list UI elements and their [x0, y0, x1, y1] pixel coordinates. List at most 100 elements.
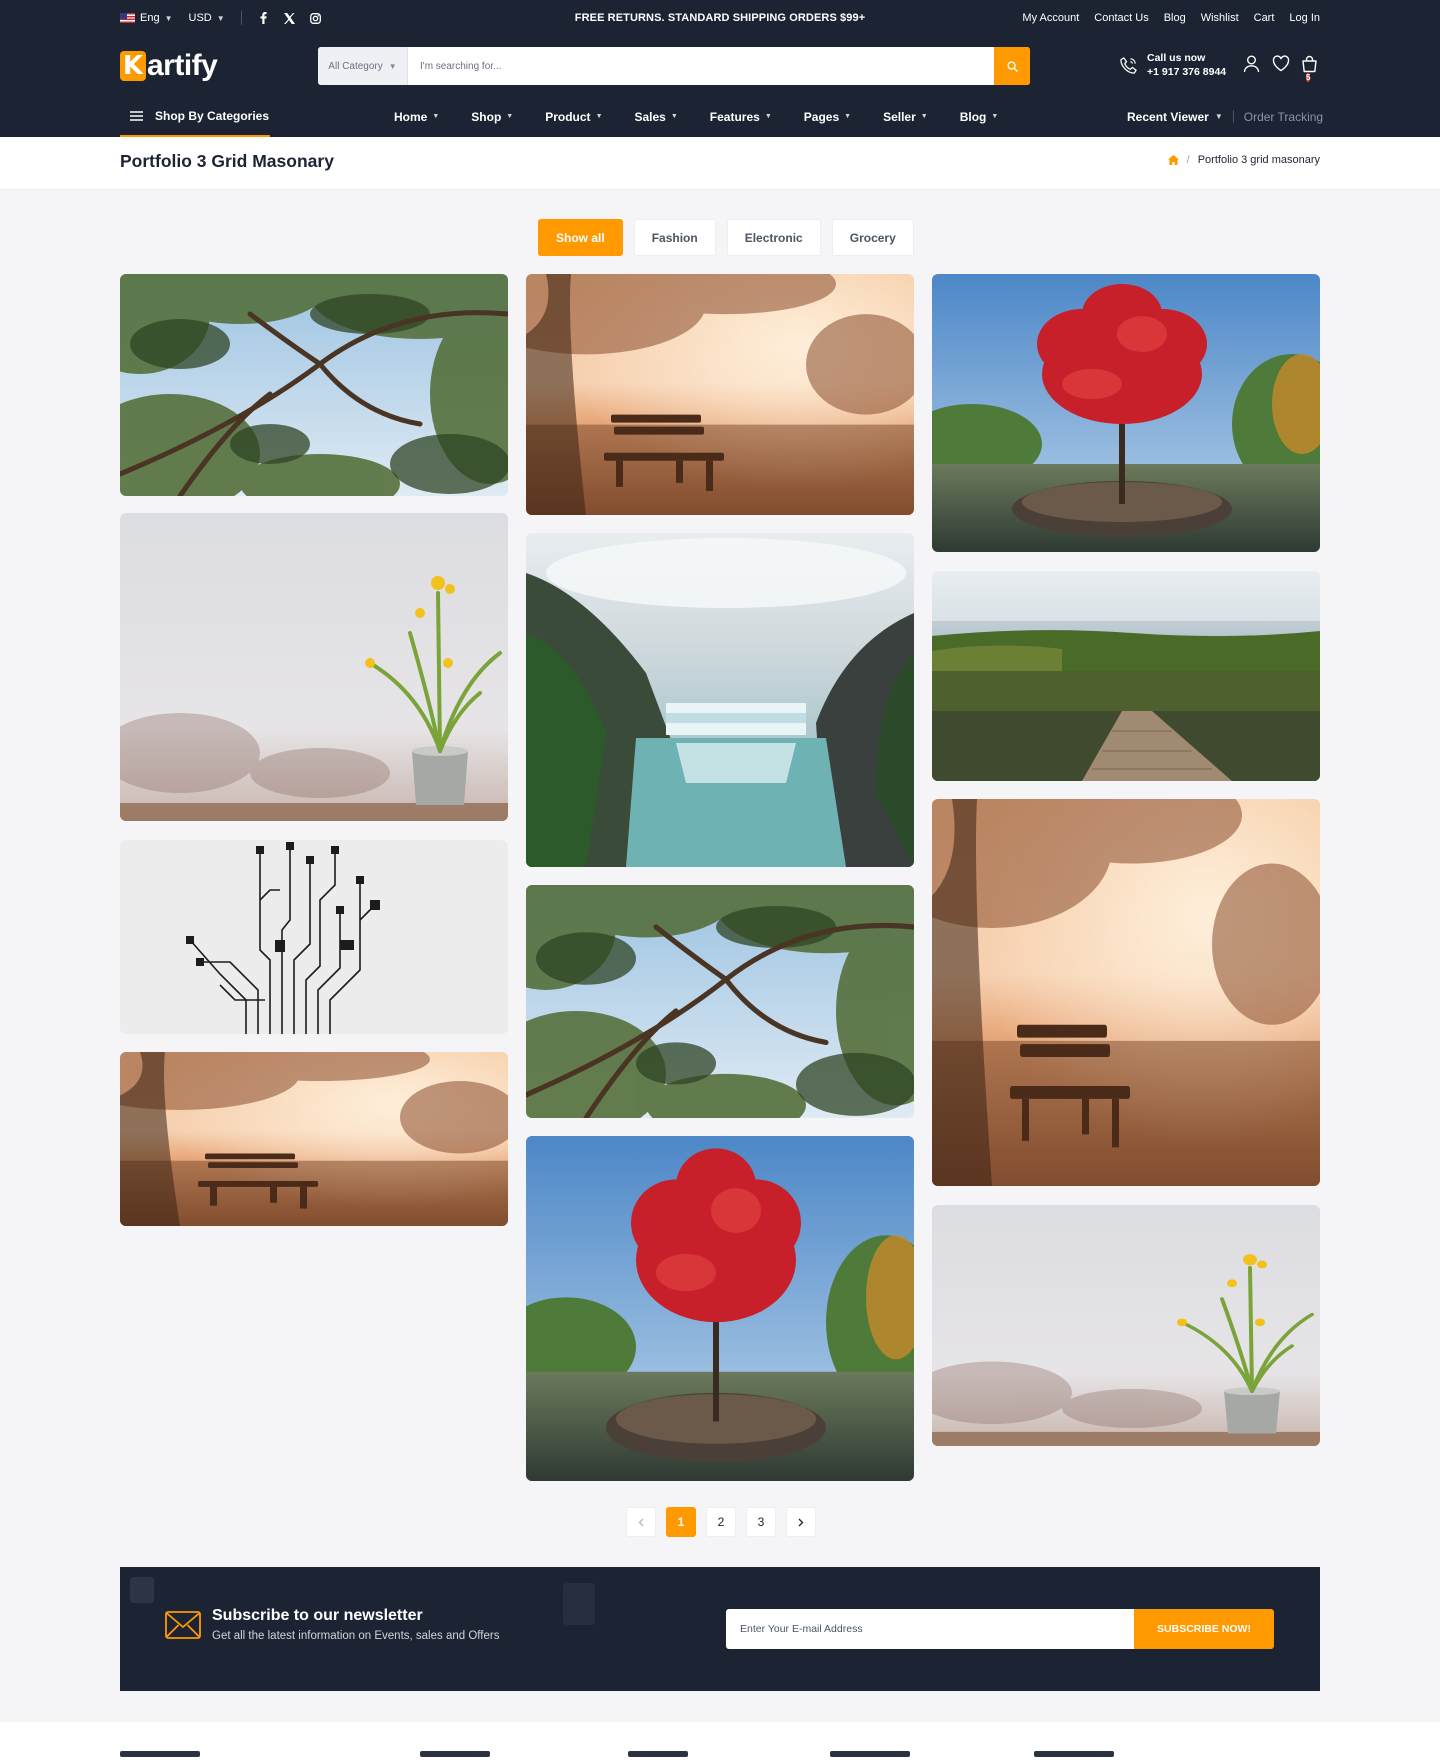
decorative-shape [130, 1577, 154, 1603]
footer-column-heading [1034, 1751, 1114, 1757]
chevron-down-icon: ▼ [844, 113, 852, 120]
main-header: K artify All Category ▼ Call us now +1 9… [0, 36, 1440, 137]
wishlist-link[interactable]: Wishlist [1200, 12, 1239, 24]
nav-item-label: Pages [803, 109, 840, 124]
red-maple-pond-photo[interactable] [932, 274, 1320, 552]
us-flag-icon [120, 13, 135, 23]
cart-link[interactable]: Cart [1253, 12, 1275, 24]
account-icon[interactable] [1243, 55, 1260, 73]
waterfall-canyon-photo[interactable] [526, 533, 914, 867]
top-bar: Eng ▼ USD ▼ FREE RETURNS. STANDARD SHI [0, 0, 1440, 36]
nav-item-product[interactable]: Product ▼ [545, 110, 602, 124]
footer-column-heading [830, 1751, 910, 1757]
page-2-button[interactable]: 2 [706, 1507, 736, 1537]
call-label: Call us now [1147, 52, 1206, 64]
nav-item-label: Sales [634, 109, 666, 124]
logo[interactable]: K artify [120, 49, 218, 83]
chevron-down-icon: ▼ [216, 13, 225, 23]
shop-by-categories-button[interactable]: Shop By Categories [120, 96, 270, 137]
chevron-down-icon: ▼ [506, 113, 514, 120]
my-account-link[interactable]: My Account [1022, 12, 1080, 24]
language-selector[interactable]: Eng ▼ [120, 12, 173, 24]
nav-item-features[interactable]: Features ▼ [710, 110, 772, 124]
logo-text: artify [147, 49, 218, 82]
divider [1232, 110, 1234, 123]
nav-item-sales[interactable]: Sales ▼ [635, 110, 678, 124]
page-header: Portfolio 3 Grid Masonary / Portfolio 3 … [0, 137, 1440, 190]
red-maple-pond-photo[interactable] [526, 1136, 914, 1481]
tree-canopy-photo[interactable] [120, 274, 508, 496]
chevron-down-icon: ▼ [670, 113, 678, 120]
categories-label: Shop By Categories [155, 108, 270, 123]
chevron-down-icon: ▼ [432, 113, 440, 120]
filter-show-all[interactable]: Show all [538, 219, 623, 256]
cart-count-badge: 5 [1306, 73, 1311, 82]
chevron-right-icon [798, 1518, 804, 1526]
instagram-icon[interactable] [310, 12, 322, 24]
search-input[interactable] [408, 47, 994, 85]
envelope-icon [165, 1611, 201, 1639]
cart-icon[interactable]: 5 [1301, 55, 1318, 82]
chevron-down-icon: ▼ [595, 113, 603, 120]
currency-selector[interactable]: USD ▼ [189, 12, 225, 24]
blog-link[interactable]: Blog [1163, 12, 1186, 24]
nav-item-label: Home [394, 109, 428, 124]
login-link[interactable]: Log In [1289, 12, 1320, 24]
filter-electronic[interactable]: Electronic [726, 219, 821, 256]
newsletter-title: Subscribe to our newsletter [212, 1607, 423, 1624]
misty-bench-photo[interactable] [526, 274, 914, 515]
call-us[interactable]: Call us now +1 917 376 8944 [1119, 51, 1226, 79]
filter-fashion[interactable]: Fashion [633, 219, 716, 256]
next-page-button[interactable] [786, 1507, 816, 1537]
chevron-down-icon: ▼ [1214, 112, 1223, 121]
x-icon[interactable] [284, 12, 296, 24]
tree-canopy-photo[interactable] [526, 885, 914, 1118]
lake-dock-photo[interactable] [932, 571, 1320, 781]
misty-bench-photo[interactable] [932, 799, 1320, 1186]
page-1-button[interactable]: 1 [666, 1507, 696, 1537]
yellow-flower-pot-photo[interactable] [932, 1205, 1320, 1446]
search-button[interactable] [994, 47, 1030, 85]
recent-viewer-dropdown[interactable]: Recent Viewer ▼ [1127, 110, 1223, 124]
footer-column-heading [120, 1751, 200, 1757]
logo-mark: K [120, 51, 146, 81]
prev-page-button[interactable] [626, 1507, 656, 1537]
page-3-button[interactable]: 3 [746, 1507, 776, 1537]
yellow-flower-pot-photo[interactable] [120, 513, 508, 821]
nav-item-home[interactable]: Home ▼ [394, 110, 439, 124]
newsletter-subtitle: Get all the latest information on Events… [212, 1630, 500, 1642]
email-field[interactable] [726, 1609, 1134, 1649]
footer-column-heading [628, 1751, 688, 1757]
page-title: Portfolio 3 Grid Masonary [120, 151, 334, 171]
facebook-icon[interactable] [258, 12, 270, 24]
search-icon [1006, 60, 1018, 72]
phone-number: +1 917 376 8944 [1147, 66, 1227, 78]
order-tracking-link[interactable]: Order Tracking [1243, 109, 1324, 124]
nav-item-label: Shop [471, 109, 502, 124]
recent-viewer-label: Recent Viewer [1127, 109, 1209, 124]
newsletter-form: SUBSCRIBE NOW! [726, 1609, 1274, 1649]
filter-grocery[interactable]: Grocery [831, 219, 914, 256]
subscribe-button[interactable]: SUBSCRIBE NOW! [1134, 1609, 1274, 1649]
chevron-down-icon: ▼ [764, 113, 772, 120]
nav-item-label: Blog [959, 109, 987, 124]
nav-item-seller[interactable]: Seller ▼ [883, 110, 928, 124]
chevron-left-icon [638, 1518, 644, 1526]
pagination: 1 2 3 [626, 1507, 816, 1537]
circuit-hand-illustration[interactable] [120, 840, 508, 1034]
misty-bench-photo[interactable] [120, 1052, 508, 1226]
search-bar: All Category ▼ [318, 47, 1030, 85]
breadcrumb-current: Portfolio 3 grid masonary [1197, 154, 1320, 166]
chevron-down-icon: ▼ [388, 61, 397, 71]
nav-item-blog[interactable]: Blog ▼ [960, 110, 999, 124]
phone-icon [1120, 56, 1137, 74]
wishlist-heart-icon[interactable] [1272, 55, 1290, 73]
nav-item-label: Product [545, 109, 591, 124]
chevron-down-icon: ▼ [920, 113, 928, 120]
search-category-select[interactable]: All Category ▼ [318, 47, 408, 85]
nav-item-shop[interactable]: Shop ▼ [471, 110, 513, 124]
nav-item-pages[interactable]: Pages ▼ [804, 110, 851, 124]
home-icon[interactable] [1167, 155, 1179, 165]
contact-us-link[interactable]: Contact Us [1094, 12, 1149, 24]
nav-item-label: Features [709, 109, 760, 124]
